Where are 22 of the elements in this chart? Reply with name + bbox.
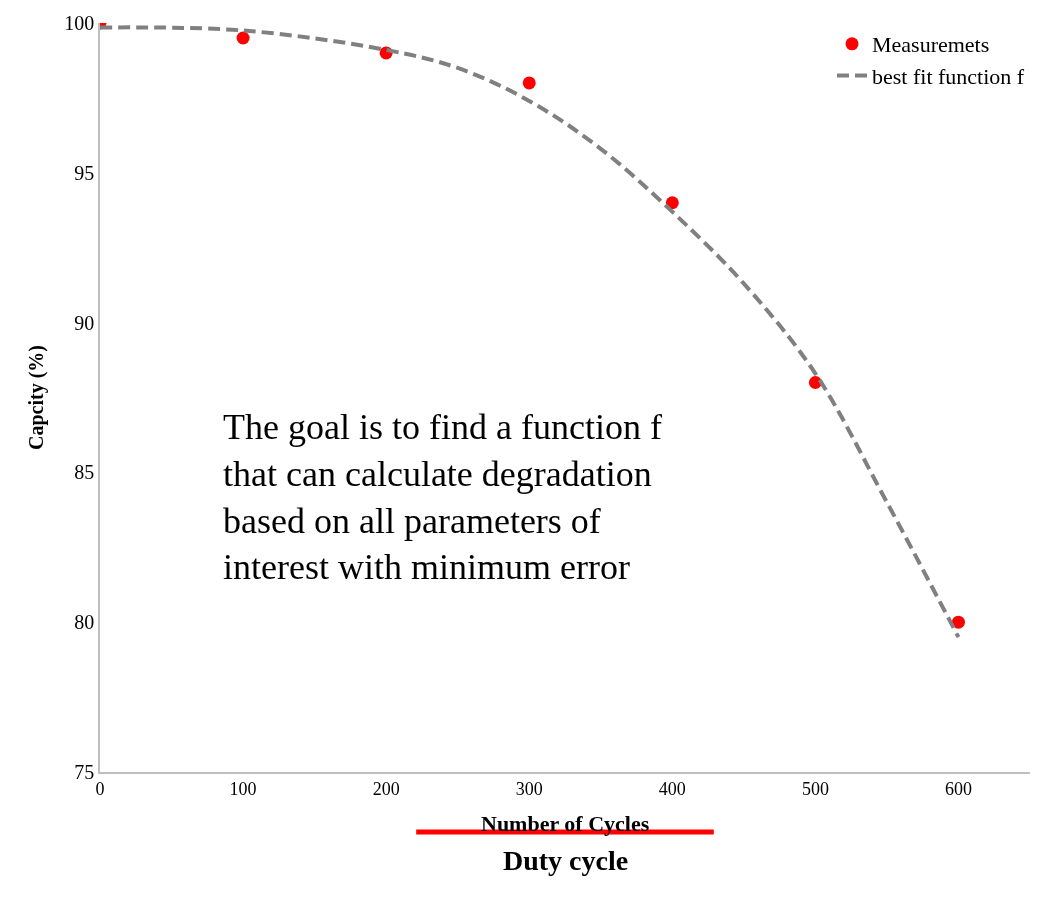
x-tick-label: 0: [95, 779, 105, 800]
legend-label: Measuremets: [872, 32, 990, 58]
x-tick-label: 300: [515, 779, 543, 800]
x-tick-label: 500: [801, 779, 829, 800]
text: Number of Cycles: [481, 811, 650, 836]
point: [951, 615, 965, 629]
point: [522, 76, 536, 90]
y-tick-label: 100: [64, 12, 95, 34]
y-tick-label: 80: [74, 611, 95, 634]
x-tick-label: 100: [229, 779, 257, 800]
x-tick-label: 400: [658, 779, 686, 800]
y-tick-label: 75: [74, 761, 95, 783]
y-tick-label: 90: [74, 311, 95, 334]
y-axis-title: Capcity (%): [25, 345, 49, 450]
legend-label: best fit function f: [872, 63, 1025, 89]
y-tick-label: 85: [74, 461, 95, 484]
y-tick-label: 95: [74, 161, 95, 184]
point: [236, 31, 250, 45]
x-axis-title: Duty cycle: [503, 845, 629, 876]
x-tick-label: 200: [372, 779, 400, 800]
annotation: The goal is to find a function f that can calculate degradation based on all parameters of interest with minimum error: [223, 407, 662, 588]
x-tick-label: 600: [944, 779, 972, 800]
